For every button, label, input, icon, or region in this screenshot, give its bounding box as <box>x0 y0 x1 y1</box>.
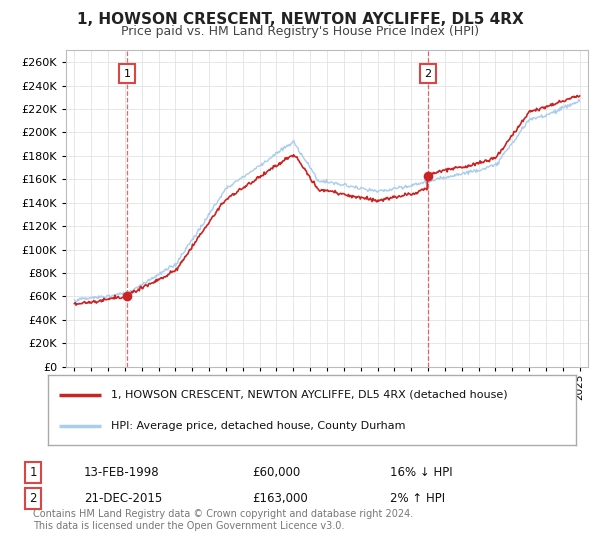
Text: 2: 2 <box>29 492 37 505</box>
Text: 16% ↓ HPI: 16% ↓ HPI <box>390 466 452 479</box>
Text: 2: 2 <box>424 69 431 79</box>
Text: 1: 1 <box>29 466 37 479</box>
Text: £60,000: £60,000 <box>252 466 300 479</box>
Text: 2% ↑ HPI: 2% ↑ HPI <box>390 492 445 505</box>
Text: £163,000: £163,000 <box>252 492 308 505</box>
Text: Contains HM Land Registry data © Crown copyright and database right 2024.
This d: Contains HM Land Registry data © Crown c… <box>33 509 413 531</box>
Text: 1: 1 <box>124 69 130 79</box>
Text: 13-FEB-1998: 13-FEB-1998 <box>84 466 160 479</box>
Text: 1, HOWSON CRESCENT, NEWTON AYCLIFFE, DL5 4RX (detached house): 1, HOWSON CRESCENT, NEWTON AYCLIFFE, DL5… <box>112 390 508 400</box>
Text: Price paid vs. HM Land Registry's House Price Index (HPI): Price paid vs. HM Land Registry's House … <box>121 25 479 39</box>
Text: HPI: Average price, detached house, County Durham: HPI: Average price, detached house, Coun… <box>112 421 406 431</box>
Text: 21-DEC-2015: 21-DEC-2015 <box>84 492 162 505</box>
Text: 1, HOWSON CRESCENT, NEWTON AYCLIFFE, DL5 4RX: 1, HOWSON CRESCENT, NEWTON AYCLIFFE, DL5… <box>77 12 523 27</box>
